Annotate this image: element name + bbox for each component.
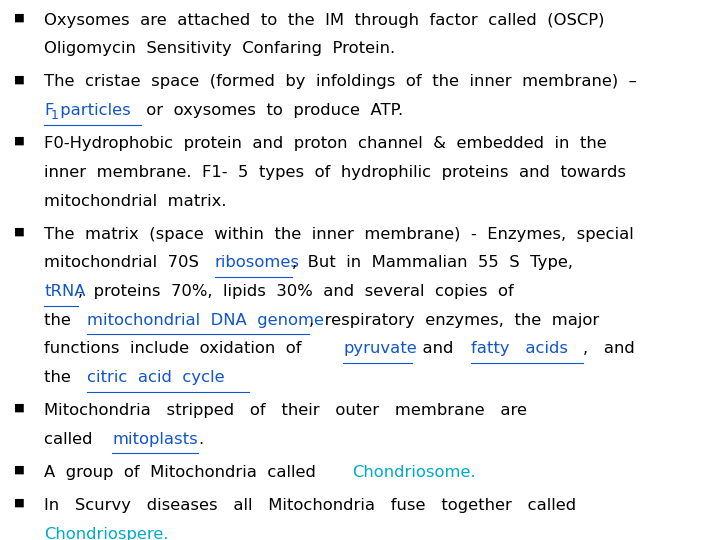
Text: F: F — [44, 103, 53, 118]
Text: ■: ■ — [14, 465, 25, 475]
Text: ribosomes: ribosomes — [215, 255, 300, 271]
Text: The  matrix  (space  within  the  inner  membrane)  -  Enzymes,  special: The matrix (space within the inner membr… — [44, 227, 634, 241]
Text: functions  include  oxidation  of: functions include oxidation of — [44, 341, 312, 356]
Text: pyruvate: pyruvate — [343, 341, 417, 356]
Text: ■: ■ — [14, 75, 25, 84]
Text: Oligomycin  Sensitivity  Confaring  Protein.: Oligomycin Sensitivity Confaring Protein… — [44, 42, 395, 56]
Text: ■: ■ — [14, 403, 25, 413]
Text: mitochondrial  DNA  genome: mitochondrial DNA genome — [86, 313, 324, 328]
Text: A  group  of  Mitochondria  called: A group of Mitochondria called — [44, 465, 326, 480]
Text: Chondriospere.: Chondriospere. — [44, 526, 168, 540]
Text: or  oxysomes  to  produce  ATP.: or oxysomes to produce ATP. — [141, 103, 403, 118]
Text: and: and — [412, 341, 464, 356]
Text: ,  proteins  70%,  lipids  30%  and  several  copies  of: , proteins 70%, lipids 30% and several c… — [78, 284, 514, 299]
Text: the: the — [44, 370, 81, 385]
Text: mitochondrial  70S: mitochondrial 70S — [44, 255, 210, 271]
Text: ■: ■ — [14, 227, 25, 237]
Text: mitoplasts: mitoplasts — [112, 432, 198, 447]
Text: ,  respiratory  enzymes,  the  major: , respiratory enzymes, the major — [309, 313, 599, 328]
Text: ,   and: , and — [582, 341, 634, 356]
Text: The  cristae  space  (formed  by  infoldings  of  the  inner  membrane)  –: The cristae space (formed by infoldings … — [44, 75, 637, 90]
Text: mitochondrial  matrix.: mitochondrial matrix. — [44, 193, 227, 208]
Text: .: . — [198, 432, 203, 447]
Text: inner  membrane.  F1-  5  types  of  hydrophilic  proteins  and  towards: inner membrane. F1- 5 types of hydrophil… — [44, 165, 626, 180]
Text: ■: ■ — [14, 12, 25, 23]
Text: ■: ■ — [14, 498, 25, 508]
Text: Mitochondria   stripped   of   their   outer   membrane   are: Mitochondria stripped of their outer mem… — [44, 403, 527, 418]
Text: ■: ■ — [14, 136, 25, 146]
Text: In   Scurvy   diseases   all   Mitochondria   fuse   together   called: In Scurvy diseases all Mitochondria fuse… — [44, 498, 576, 513]
Text: tRNA: tRNA — [44, 284, 86, 299]
Text: particles: particles — [55, 103, 131, 118]
Text: Oxysomes  are  attached  to  the  IM  through  factor  called  (OSCP): Oxysomes are attached to the IM through … — [44, 12, 605, 28]
Text: F0-Hydrophobic  protein  and  proton  channel  &  embedded  in  the: F0-Hydrophobic protein and proton channe… — [44, 136, 607, 151]
Text: called: called — [44, 432, 103, 447]
Text: ,  But  in  Mammalian  55  S  Type,: , But in Mammalian 55 S Type, — [292, 255, 573, 271]
Text: fatty   acids: fatty acids — [472, 341, 569, 356]
Text: the: the — [44, 313, 81, 328]
Text: 1: 1 — [50, 110, 58, 123]
Text: Chondriosome.: Chondriosome. — [352, 465, 475, 480]
Text: citric  acid  cycle: citric acid cycle — [86, 370, 225, 385]
